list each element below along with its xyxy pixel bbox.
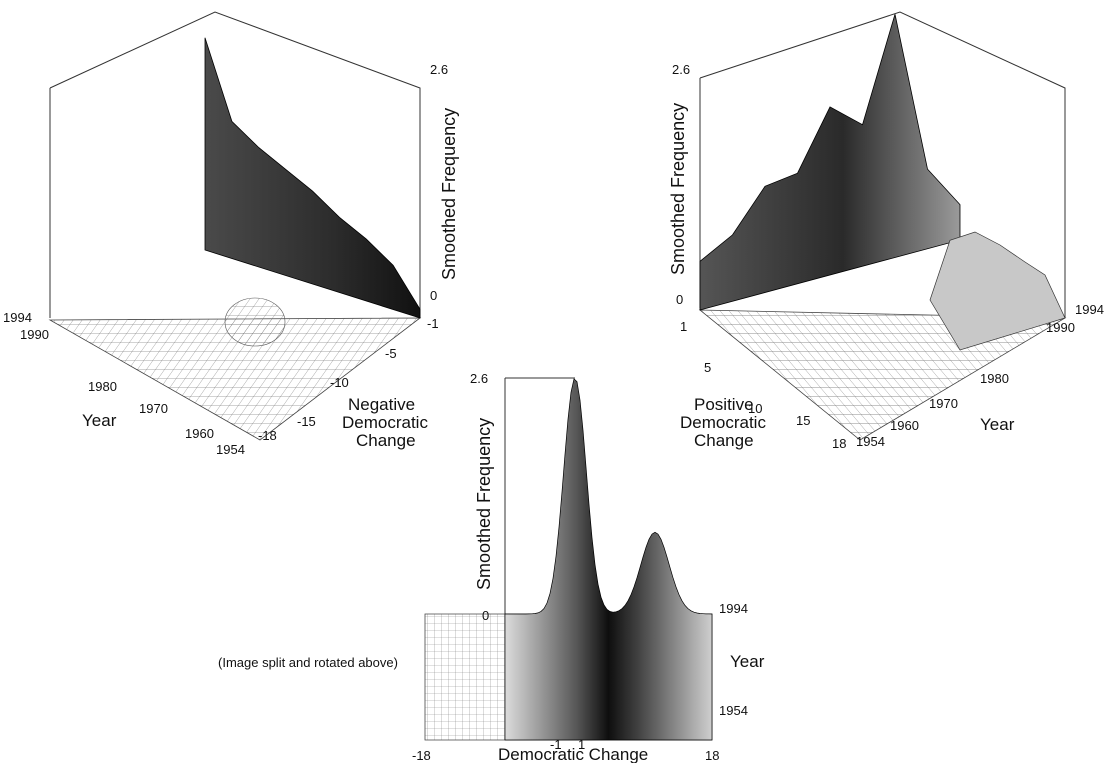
left-z-tick-min: 0 <box>430 288 437 303</box>
left-y-ticks: 1994 1990 1980 1970 1960 1954 <box>3 310 245 457</box>
right-x-tick: 18 <box>832 436 846 451</box>
bottom-x-tick: -18 <box>412 748 431 763</box>
right-surface <box>699 14 961 311</box>
bottom-y-axis-label: Year <box>730 652 765 671</box>
left-x-tick: -15 <box>297 414 316 429</box>
left-x-axis-label-line: Change <box>356 431 416 450</box>
right-x-tick: 10 <box>748 401 762 416</box>
bottom-panel: 2.6 0 Smoothed Frequency -18 -1 1 18 Dem… <box>218 371 765 763</box>
left-y-tick: 1960 <box>185 426 214 441</box>
right-y-ticks: 1994 1990 1980 1970 1960 1954 <box>856 302 1104 449</box>
bottom-x-tick: 18 <box>705 748 719 763</box>
left-box-frame <box>49 11 421 318</box>
left-y-axis-label: Year <box>82 411 117 430</box>
left-x-axis-label-line: Negative <box>348 395 415 414</box>
bottom-x-tick: 1 <box>578 737 585 752</box>
right-z-tick-max: 2.6 <box>672 62 690 77</box>
right-y-axis-label: Year <box>980 415 1015 434</box>
right-y-tick: 1990 <box>1046 320 1075 335</box>
right-panel: 2.6 0 Smoothed Frequency 1 5 10 15 18 Po… <box>668 11 1104 451</box>
right-x-axis-label-line: Change <box>694 431 754 450</box>
bottom-z-axis-label: Smoothed Frequency <box>474 418 494 590</box>
left-y-tick: 1954 <box>216 442 245 457</box>
right-y-tick: 1960 <box>890 418 919 433</box>
left-z-axis-label: Smoothed Frequency <box>439 108 459 280</box>
right-x-axis-label-line: Democratic <box>680 413 766 432</box>
left-x-tick: -5 <box>385 346 397 361</box>
left-y-tick: 1990 <box>20 327 49 342</box>
left-panel: 2.6 0 Smoothed Frequency -1 -5 -10 -15 -… <box>3 11 459 457</box>
right-y-tick: 1970 <box>929 396 958 411</box>
left-z-tick-max: 2.6 <box>430 62 448 77</box>
bottom-y-ticks: 1994 1954 <box>719 601 748 718</box>
right-y-tick: 1980 <box>980 371 1009 386</box>
left-secondary-peak <box>224 297 286 347</box>
bottom-y-tick: 1954 <box>719 703 748 718</box>
bottom-box-frame <box>504 377 575 614</box>
bottom-x-tick: -1 <box>550 737 562 752</box>
right-x-tick: 1 <box>680 319 687 334</box>
bottom-x-axis-label: Democratic Change <box>498 745 648 763</box>
left-x-axis-label-line: Democratic <box>342 413 428 432</box>
right-x-ticks: 1 5 10 15 18 <box>680 319 846 451</box>
left-x-tick: -10 <box>330 375 349 390</box>
bottom-z-tick-min: 0 <box>482 608 489 623</box>
left-surface <box>204 37 421 319</box>
right-x-axis-label-line: Positive <box>694 395 754 414</box>
right-z-tick-min: 0 <box>676 292 683 307</box>
bottom-surface <box>504 378 713 741</box>
left-x-axis-label: Negative Democratic Change <box>342 395 428 450</box>
bottom-x-ticks: -18 -1 1 18 <box>412 737 719 763</box>
left-x-tick: -1 <box>427 316 439 331</box>
right-z-axis-label: Smoothed Frequency <box>668 103 688 275</box>
right-secondary-peak <box>929 231 1066 351</box>
left-y-tick: 1970 <box>139 401 168 416</box>
bottom-z-tick-max: 2.6 <box>470 371 488 386</box>
left-x-tick: -18 <box>258 428 277 443</box>
left-y-tick: 1994 <box>3 310 32 325</box>
right-y-tick: 1954 <box>856 434 885 449</box>
right-x-tick: 5 <box>704 360 711 375</box>
right-x-tick: 15 <box>796 413 810 428</box>
left-y-tick: 1980 <box>88 379 117 394</box>
bottom-y-tick: 1994 <box>719 601 748 616</box>
split-note: (Image split and rotated above) <box>218 655 398 670</box>
right-x-axis-label: Positive Democratic Change <box>680 395 766 450</box>
right-y-tick: 1994 <box>1075 302 1104 317</box>
left-x-ticks: -1 -5 -10 -15 -18 <box>258 316 439 443</box>
